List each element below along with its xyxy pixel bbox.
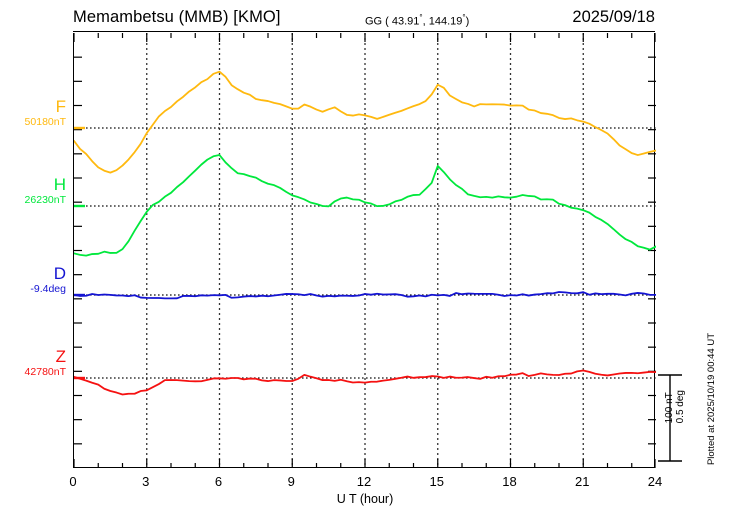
trace-baseline-d: -9.4deg bbox=[30, 283, 66, 295]
scale-bar-label: 100 nT 0.5 deg bbox=[664, 390, 686, 424]
x-tick-18: 18 bbox=[502, 474, 517, 489]
x-tick-0: 0 bbox=[69, 474, 77, 489]
degree-sign-lat: ° bbox=[419, 13, 423, 22]
plotted-at-label: Plotted at 2025/10/19 00:44 UT bbox=[706, 333, 717, 466]
x-tick-9: 9 bbox=[287, 474, 295, 489]
observation-date: 2025/09/18 bbox=[572, 8, 655, 26]
trace-label-z: Z 42780nT bbox=[25, 348, 66, 379]
geographic-coordinates: GG ( 43.91°, 144.19°) bbox=[365, 13, 469, 28]
gg-suffix: ) bbox=[465, 15, 470, 28]
x-axis-title: U T (hour) bbox=[336, 492, 394, 506]
scale-bar-glyph bbox=[658, 374, 682, 462]
x-tick-15: 15 bbox=[429, 474, 444, 489]
x-tick-3: 3 bbox=[142, 474, 150, 489]
magnetogram-plot-area bbox=[73, 33, 656, 468]
gg-mid: , 144.19 bbox=[422, 15, 463, 28]
trace-label-d: D -9.4deg bbox=[30, 265, 66, 296]
station-title: Memambetsu (MMB) [KMO] bbox=[73, 8, 281, 26]
trace-baseline-f: 50180nT bbox=[24, 116, 66, 128]
x-tick-21: 21 bbox=[575, 474, 590, 489]
trace-symbol-d: D bbox=[53, 264, 66, 283]
x-tick-12: 12 bbox=[356, 474, 372, 489]
plot-canvas bbox=[74, 33, 656, 468]
trace-label-f: F 50180nT bbox=[25, 98, 66, 129]
trace-label-h: H 26230nT bbox=[25, 176, 66, 207]
gg-prefix: GG ( 43.91 bbox=[365, 15, 420, 28]
x-tick-6: 6 bbox=[214, 474, 223, 489]
scale-bar bbox=[657, 372, 683, 464]
trace-symbol-h: H bbox=[53, 175, 66, 194]
trace-baseline-h: 26230nT bbox=[24, 194, 66, 206]
trace-symbol-z: Z bbox=[55, 347, 66, 366]
header-divider bbox=[73, 31, 655, 32]
degree-sign-lon: ° bbox=[462, 13, 466, 22]
trace-baseline-z: 42780nT bbox=[24, 366, 66, 378]
x-tick-24: 24 bbox=[647, 474, 663, 489]
trace-symbol-f: F bbox=[55, 97, 66, 116]
